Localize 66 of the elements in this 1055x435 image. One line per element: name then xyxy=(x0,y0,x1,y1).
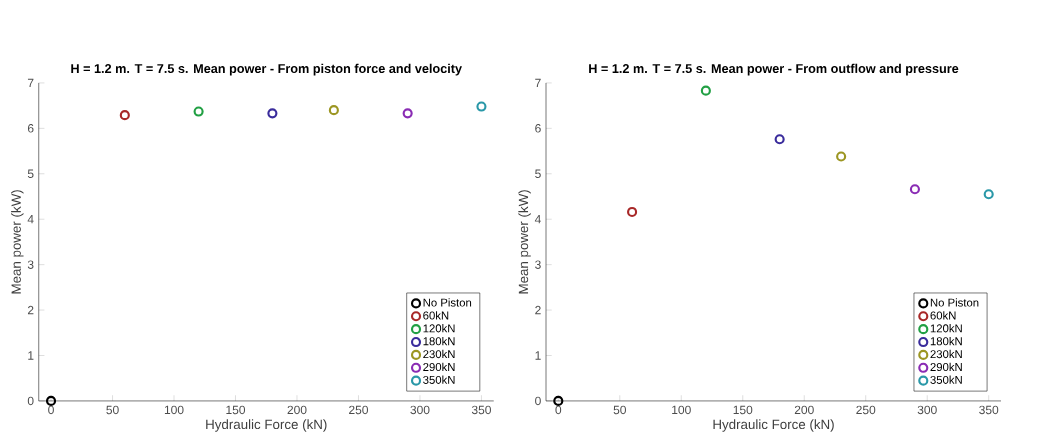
legend-label: 120kN xyxy=(930,324,962,333)
point xyxy=(774,134,785,145)
chart-title: H = 1.2 m. T = 7.5 s. Mean power - From piston force and velocity xyxy=(71,63,462,76)
y-tick-label: 5 xyxy=(27,169,34,178)
x-tick-label: 250 xyxy=(856,405,876,415)
point xyxy=(45,395,57,406)
x-tick-label: 150 xyxy=(733,405,753,415)
point xyxy=(627,206,638,218)
y-tick-label: 6 xyxy=(535,124,541,133)
y-tick-label: 4 xyxy=(534,215,541,224)
x-tick-label: 350 xyxy=(471,405,491,415)
legend-label: 230kN xyxy=(423,349,455,359)
y-tick-label: 1 xyxy=(535,351,541,360)
y-tick-label: 3 xyxy=(535,260,541,269)
chart-title: H = 1.2 m. T = 7.5 s. Mean power - From outflow and pressure xyxy=(589,63,959,76)
x-tick-label: 150 xyxy=(226,405,246,415)
y-axis-title: Mean power (kW) xyxy=(518,190,531,294)
point xyxy=(476,101,487,112)
x-tick-label: 300 xyxy=(917,405,937,415)
y-tick-label: 7 xyxy=(27,78,34,88)
point xyxy=(402,108,413,119)
point xyxy=(119,110,130,121)
y-axis-title: Mean power (kW) xyxy=(11,190,24,294)
y-tick-label: 7 xyxy=(535,78,541,88)
legend-label: 290kN xyxy=(930,362,962,372)
x-tick-label: 50 xyxy=(106,405,119,415)
y-tick-label: 5 xyxy=(535,169,541,178)
y-tick-label: 0 xyxy=(27,396,34,406)
y-tick-label: 6 xyxy=(27,124,34,133)
y-tick-label: 0 xyxy=(535,396,541,406)
point xyxy=(909,184,920,195)
point xyxy=(836,151,847,162)
x-tick-label: 0 xyxy=(48,405,54,415)
legend-label: 60kN xyxy=(930,311,956,320)
y-tick-label: 2 xyxy=(535,305,541,315)
point xyxy=(700,85,711,96)
x-tick-label: 0 xyxy=(555,405,562,415)
x-tick-label: 50 xyxy=(613,405,626,415)
x-tick-label: 100 xyxy=(672,405,691,415)
y-tick-label: 3 xyxy=(27,260,34,269)
legend-label: 180kN xyxy=(930,336,962,346)
legend-label: 290kN xyxy=(423,362,455,372)
y-tick-label: 4 xyxy=(27,215,34,224)
x-tick-label: 100 xyxy=(164,405,184,415)
x-tick-label: 350 xyxy=(979,405,999,415)
y-tick-label: 2 xyxy=(27,305,34,315)
legend-label: No Piston xyxy=(423,298,472,307)
legend-label: 230kN xyxy=(930,349,962,359)
point xyxy=(328,105,339,116)
legend-label: 120kN xyxy=(423,324,455,333)
point xyxy=(267,108,278,119)
legend-label: 350kN xyxy=(423,375,455,384)
point xyxy=(553,395,564,406)
x-tick-label: 250 xyxy=(349,405,369,415)
x-axis-title: Hydraulic Force (kN) xyxy=(206,419,327,432)
legend-label: 350kN xyxy=(930,375,962,384)
legend-label: No Piston xyxy=(930,298,979,307)
legend-label: 180kN xyxy=(423,336,455,346)
x-tick-label: 300 xyxy=(410,405,430,415)
point xyxy=(983,189,994,200)
y-tick-label: 1 xyxy=(28,351,34,360)
x-axis-title: Hydraulic Force (kN) xyxy=(713,419,834,432)
x-tick-label: 200 xyxy=(287,405,307,415)
point xyxy=(193,106,204,117)
x-tick-label: 200 xyxy=(794,405,814,415)
legend-label: 60kN xyxy=(423,311,449,320)
